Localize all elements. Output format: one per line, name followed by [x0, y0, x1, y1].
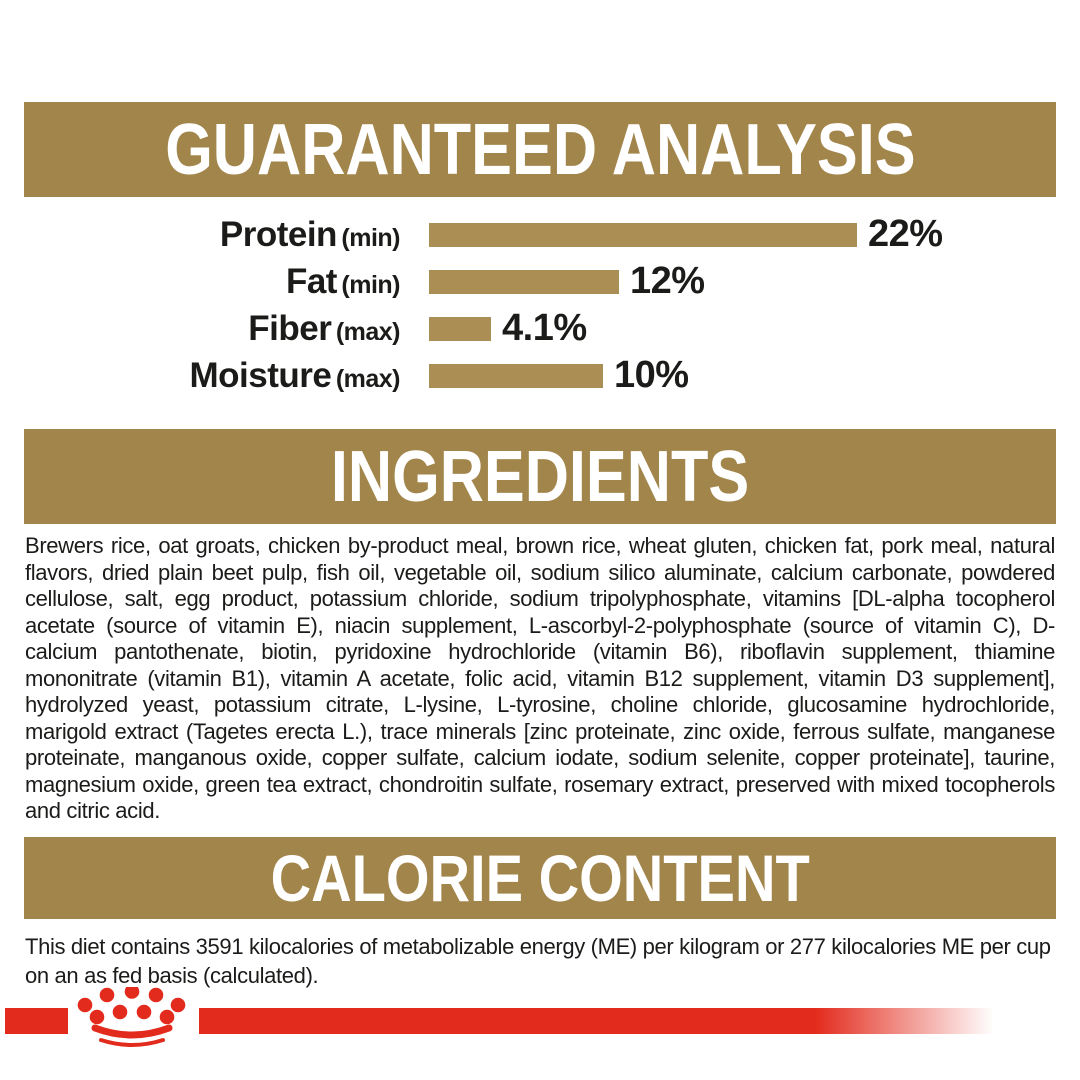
ga-nutrient-name: Protein — [219, 214, 338, 254]
ga-row-fat: Fat (min) 12% — [0, 258, 1080, 305]
ga-nutrient-name: Fat — [285, 261, 338, 301]
ga-nutrient-qualifier: (min) — [341, 270, 400, 299]
ga-bar-fat — [429, 269, 619, 294]
guaranteed-analysis-title: GUARANTEED ANALYSIS — [164, 109, 916, 190]
ga-row-moisture: Moisture (max) 10% — [0, 352, 1080, 399]
ga-row-fiber: Fiber (max) 4.1% — [0, 305, 1080, 352]
brand-stripe-left — [5, 1008, 68, 1034]
ga-label-fat: Fat (min) — [0, 261, 401, 302]
calorie-content-section: CALORIE CONTENT This diet contains 3591 … — [0, 836, 1080, 990]
brand-stripe-right — [199, 1008, 1010, 1034]
ga-nutrient-name: Fiber — [248, 308, 332, 348]
ga-bar-fiber — [429, 316, 491, 341]
ingredients-header-band: INGREDIENTS — [24, 429, 1056, 524]
ga-bar-protein — [429, 222, 857, 247]
guaranteed-analysis-chart: Protein (min) 22% Fat (min) 12% Fiber (m… — [0, 197, 1080, 399]
ga-nutrient-qualifier: (max) — [335, 317, 401, 346]
royal-canin-crown-logo-icon — [77, 987, 186, 1047]
ga-value-moisture: 10% — [614, 354, 689, 396]
brand-footer — [0, 985, 1080, 1055]
ga-value-protein: 22% — [868, 213, 943, 255]
ga-nutrient-qualifier: (min) — [341, 223, 400, 252]
ga-bar-moisture — [429, 363, 603, 388]
calorie-content-text: This diet contains 3591 kilocalories of … — [25, 933, 1051, 988]
ga-row-protein: Protein (min) 22% — [0, 211, 1080, 258]
ga-nutrient-name: Moisture — [189, 355, 332, 395]
ga-label-protein: Protein (min) — [0, 214, 401, 255]
ingredients-text: Brewers rice, oat groats, chicken by-pro… — [25, 533, 1055, 823]
ga-label-fiber: Fiber (max) — [0, 309, 400, 349]
ingredients-title: INGREDIENTS — [330, 436, 750, 517]
calorie-content-title: CALORIE CONTENT — [270, 840, 810, 915]
ga-nutrient-qualifier: (max) — [335, 364, 401, 393]
ga-label-moisture: Moisture (max) — [0, 355, 401, 396]
calorie-content-header-band: CALORIE CONTENT — [24, 836, 1056, 919]
ga-value-fat: 12% — [630, 260, 705, 302]
ga-value-fiber: 4.1% — [502, 307, 587, 349]
guaranteed-analysis-section: GUARANTEED ANALYSIS Protein (min) 22% Fa… — [0, 102, 1080, 399]
guaranteed-analysis-header-band: GUARANTEED ANALYSIS — [24, 102, 1056, 197]
ingredients-section: INGREDIENTS Brewers rice, oat groats, ch… — [0, 429, 1080, 825]
